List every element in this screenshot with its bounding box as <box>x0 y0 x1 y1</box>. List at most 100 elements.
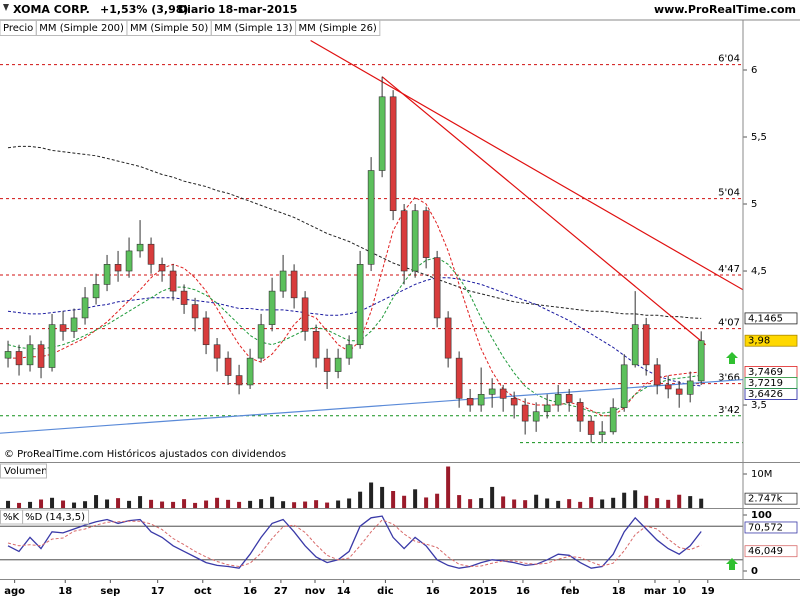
candle-body <box>510 398 518 406</box>
volume-bar <box>600 499 605 508</box>
level-label: 4'07 <box>718 318 740 329</box>
y-tick-label: 6 <box>751 65 757 76</box>
y-tick-label: 100 <box>751 510 772 521</box>
legend-box <box>295 20 381 36</box>
value-tag-box <box>744 545 798 558</box>
legend-entry[interactable]: MM (Simple 50) <box>130 23 208 34</box>
candle-body <box>686 380 694 395</box>
ticker: XOMA CORP. <box>13 3 90 16</box>
trend-line <box>0 378 743 434</box>
menu-icon[interactable] <box>3 4 9 11</box>
volume-bar <box>325 502 330 508</box>
candle-body <box>114 264 122 272</box>
volume-bar <box>644 495 649 508</box>
candle-body <box>70 317 78 332</box>
candle-body <box>4 351 12 359</box>
volume-bar <box>50 497 55 508</box>
value-tag: 3,7219 <box>748 378 783 389</box>
candle-body <box>158 264 166 272</box>
y-tick-label: 10M <box>751 469 772 480</box>
source: www.ProRealTime.com <box>654 3 796 16</box>
legend-entry[interactable]: MM (Simple 13) <box>214 23 292 34</box>
candle-body <box>15 351 23 366</box>
arrow-icon <box>726 352 738 364</box>
volume-bar <box>303 501 308 508</box>
x-tick-label: ago <box>4 586 25 597</box>
y-tick-label: 0 <box>751 566 758 577</box>
candle-body <box>455 357 463 399</box>
overlay: 3,5 4,5 5 5,5 6 ago 18 sep 17 oct 16 27 nov 14 dic 16 20… <box>0 65 798 597</box>
candle-body <box>631 324 639 366</box>
volume-bar <box>72 502 77 508</box>
level-label: 6'04 <box>718 54 740 65</box>
x-tick-label: 2015 <box>469 586 497 597</box>
x-tick-label: 10 <box>672 586 686 597</box>
volume-bar <box>314 500 319 508</box>
date: 18-mar-2015 <box>218 3 297 16</box>
volume-bar <box>380 486 385 508</box>
x-tick-label: 18 <box>58 586 72 597</box>
header-bar <box>0 0 800 20</box>
trend-line <box>381 76 706 346</box>
volume-bar <box>226 499 231 508</box>
volume-bar <box>391 490 396 508</box>
candle-body <box>180 290 188 305</box>
volume-bar <box>424 497 429 508</box>
legend-entry[interactable]: MM (Simple 26) <box>299 23 377 34</box>
volume-bar <box>589 497 594 508</box>
moving-average <box>7 145 702 319</box>
volume-bar <box>39 499 44 508</box>
candle-body <box>136 243 144 252</box>
panel-label: Volumen <box>4 466 48 477</box>
panel-label: %D (14,3,5) <box>25 512 85 523</box>
volume-bar <box>413 489 418 508</box>
value-tag: 3,6426 <box>748 389 783 400</box>
volume-bar <box>281 501 286 508</box>
volume-bar <box>622 492 627 508</box>
candle-body <box>312 331 320 359</box>
candle-body <box>103 264 111 285</box>
candle-body <box>246 357 254 386</box>
volume-bar <box>534 494 539 508</box>
candle-body <box>224 357 232 376</box>
volume-bar <box>215 497 220 508</box>
volume-bar <box>435 493 440 508</box>
legend-entry[interactable]: MM (Simple 200) <box>39 23 124 34</box>
moving-average <box>8 196 702 417</box>
volume-bar <box>6 500 11 508</box>
volume-bar <box>655 498 660 508</box>
volume-bar <box>270 496 275 508</box>
candle-body <box>466 398 474 406</box>
volume-bar <box>127 500 132 508</box>
candle-body <box>400 210 408 272</box>
candle-body <box>554 394 562 406</box>
candle-body <box>147 243 155 265</box>
volume-bar <box>567 499 572 508</box>
value-tag-box <box>744 334 798 347</box>
candle-body <box>345 344 353 359</box>
volume-bar <box>193 502 198 508</box>
candle-body <box>411 210 419 272</box>
legend-entry[interactable]: Precio <box>3 23 33 34</box>
x-tick-label: 16 <box>516 586 530 597</box>
candle-body <box>532 411 540 422</box>
legend: Precio MM (Simple 200) MM (Simple 50) MM (S… <box>0 20 381 36</box>
volume-bar <box>556 500 561 508</box>
volume-bar <box>358 491 363 508</box>
value-tag: 3,98 <box>748 336 770 347</box>
candle-body <box>389 96 397 212</box>
oscillator-line <box>7 519 702 568</box>
candle-body <box>598 431 606 435</box>
candle-body <box>565 394 573 403</box>
volume-bar <box>138 496 143 508</box>
x-tick-label: 19 <box>701 586 715 597</box>
volume-bar <box>182 499 187 508</box>
volume-bar <box>479 498 484 508</box>
candle-body <box>279 270 287 292</box>
x-tick-label: dic <box>377 586 394 597</box>
candle-body <box>290 270 298 299</box>
y-tick-label: 5 <box>751 199 757 210</box>
volume-bar <box>248 500 253 508</box>
x-tick-label: oct <box>194 586 212 597</box>
